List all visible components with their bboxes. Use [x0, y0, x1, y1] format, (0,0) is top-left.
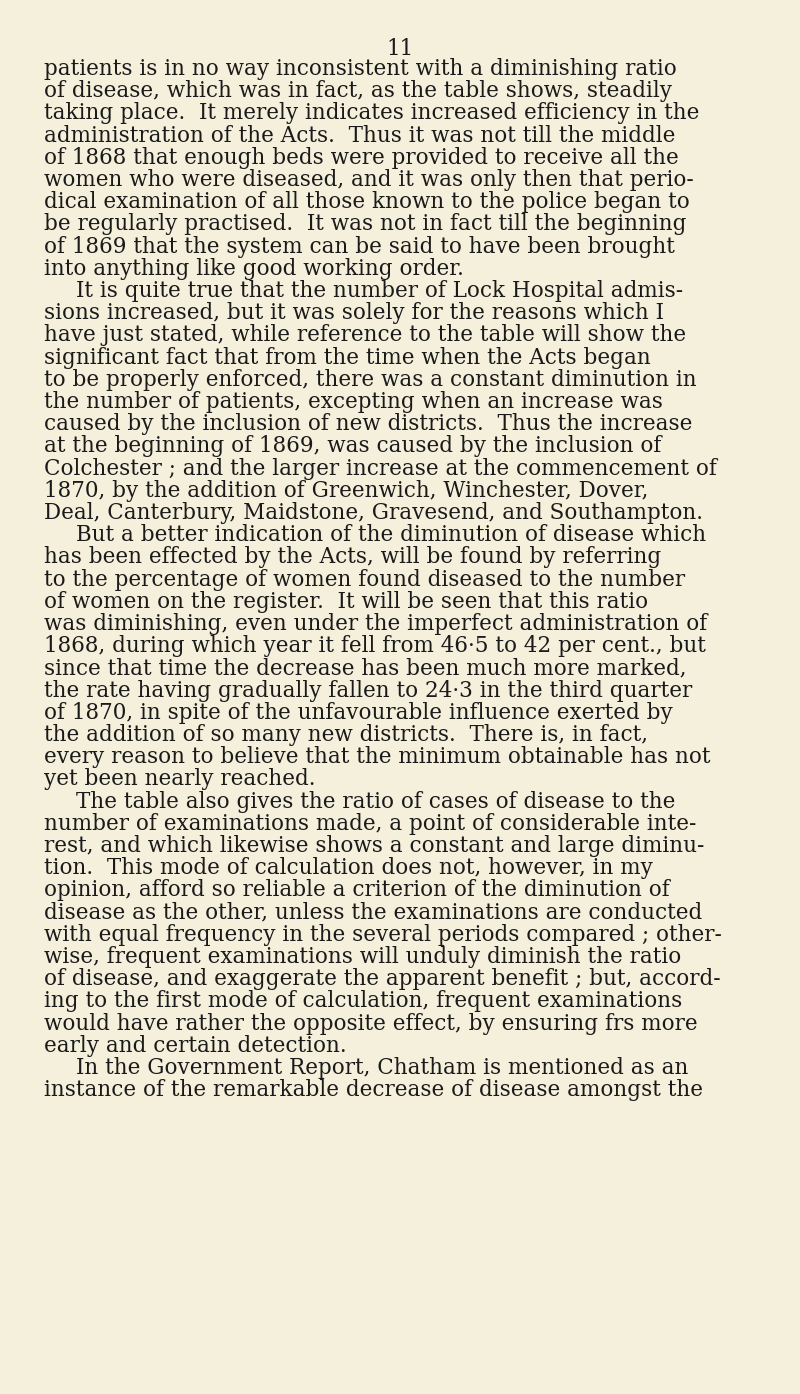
Text: 1868, during which year it fell from 46·5 to 42 per cent., but: 1868, during which year it fell from 46·…	[44, 636, 706, 657]
Text: of women on the register.  It will be seen that this ratio: of women on the register. It will be see…	[44, 591, 648, 613]
Text: the number of patients, excepting when an increase was: the number of patients, excepting when a…	[44, 390, 663, 413]
Text: tion.  This mode of calculation does not, however, in my: tion. This mode of calculation does not,…	[44, 857, 653, 880]
Text: 11: 11	[386, 38, 414, 60]
Text: women who were diseased, and it was only then that perio-: women who were diseased, and it was only…	[44, 169, 694, 191]
Text: at the beginning of 1869, was caused by the inclusion of: at the beginning of 1869, was caused by …	[44, 435, 662, 457]
Text: of disease, and exaggerate the apparent benefit ; but, accord-: of disease, and exaggerate the apparent …	[44, 969, 721, 990]
Text: instance of the remarkable decrease of disease amongst the: instance of the remarkable decrease of d…	[44, 1079, 703, 1101]
Text: sions increased, but it was solely for the reasons which I: sions increased, but it was solely for t…	[44, 302, 664, 325]
Text: since that time the decrease has been much more marked,: since that time the decrease has been mu…	[44, 658, 686, 679]
Text: 1870, by the addition of Greenwich, Winchester, Dover,: 1870, by the addition of Greenwich, Winc…	[44, 480, 648, 502]
Text: of 1868 that enough beds were provided to receive all the: of 1868 that enough beds were provided t…	[44, 146, 678, 169]
Text: It is quite true that the number of Lock Hospital admis-: It is quite true that the number of Lock…	[76, 280, 683, 302]
Text: dical examination of all those known to the police began to: dical examination of all those known to …	[44, 191, 690, 213]
Text: of 1870, in spite of the unfavourable influence exerted by: of 1870, in spite of the unfavourable in…	[44, 701, 673, 723]
Text: would have rather the opposite effect, by ensuring frs more: would have rather the opposite effect, b…	[44, 1012, 698, 1034]
Text: be regularly practised.  It was not in fact till the beginning: be regularly practised. It was not in fa…	[44, 213, 686, 236]
Text: into anything like good working order.: into anything like good working order.	[44, 258, 464, 280]
Text: every reason to believe that the minimum obtainable has not: every reason to believe that the minimum…	[44, 746, 710, 768]
Text: ing to the first mode of calculation, frequent examinations: ing to the first mode of calculation, fr…	[44, 990, 682, 1012]
Text: to be properly enforced, there was a constant diminution in: to be properly enforced, there was a con…	[44, 369, 697, 390]
Text: rest, and which likewise shows a constant and large diminu-: rest, and which likewise shows a constan…	[44, 835, 704, 857]
Text: opinion, afford so reliable a criterion of the diminution of: opinion, afford so reliable a criterion …	[44, 880, 670, 902]
Text: Colchester ; and the larger increase at the commencement of: Colchester ; and the larger increase at …	[44, 457, 717, 480]
Text: caused by the inclusion of new districts.  Thus the increase: caused by the inclusion of new districts…	[44, 413, 692, 435]
Text: has been effected by the Acts, will be found by referring: has been effected by the Acts, will be f…	[44, 546, 662, 569]
Text: the rate having gradually fallen to 24·3 in the third quarter: the rate having gradually fallen to 24·3…	[44, 680, 692, 701]
Text: yet been nearly reached.: yet been nearly reached.	[44, 768, 315, 790]
Text: patients is in no way inconsistent with a diminishing ratio: patients is in no way inconsistent with …	[44, 59, 677, 79]
Text: to the percentage of women found diseased to the number: to the percentage of women found disease…	[44, 569, 685, 591]
Text: administration of the Acts.  Thus it was not till the middle: administration of the Acts. Thus it was …	[44, 124, 675, 146]
Text: the addition of so many new districts.  There is, in fact,: the addition of so many new districts. T…	[44, 723, 648, 746]
Text: number of examinations made, a point of considerable inte-: number of examinations made, a point of …	[44, 813, 696, 835]
Text: significant fact that from the time when the Acts began: significant fact that from the time when…	[44, 347, 650, 368]
Text: wise, frequent examinations will unduly diminish the ratio: wise, frequent examinations will unduly …	[44, 947, 682, 967]
Text: taking place.  It merely indicates increased efficiency in the: taking place. It merely indicates increa…	[44, 102, 699, 124]
Text: Deal, Canterbury, Maidstone, Gravesend, and Southampton.: Deal, Canterbury, Maidstone, Gravesend, …	[44, 502, 703, 524]
Text: But a better indication of the diminution of disease which: But a better indication of the diminutio…	[76, 524, 706, 546]
Text: disease as the other, unless the examinations are conducted: disease as the other, unless the examina…	[44, 902, 702, 924]
Text: with equal frequency in the several periods compared ; other-: with equal frequency in the several peri…	[44, 924, 722, 945]
Text: early and certain detection.: early and certain detection.	[44, 1034, 346, 1057]
Text: of 1869 that the system can be said to have been brought: of 1869 that the system can be said to h…	[44, 236, 675, 258]
Text: have just stated, while reference to the table will show the: have just stated, while reference to the…	[44, 325, 686, 346]
Text: The table also gives the ratio of cases of disease to the: The table also gives the ratio of cases …	[76, 790, 675, 813]
Text: of disease, which was in fact, as the table shows, steadily: of disease, which was in fact, as the ta…	[44, 81, 672, 102]
Text: was diminishing, even under the imperfect administration of: was diminishing, even under the imperfec…	[44, 613, 707, 636]
Text: In the Government Report, Chatham is mentioned as an: In the Government Report, Chatham is men…	[76, 1057, 688, 1079]
